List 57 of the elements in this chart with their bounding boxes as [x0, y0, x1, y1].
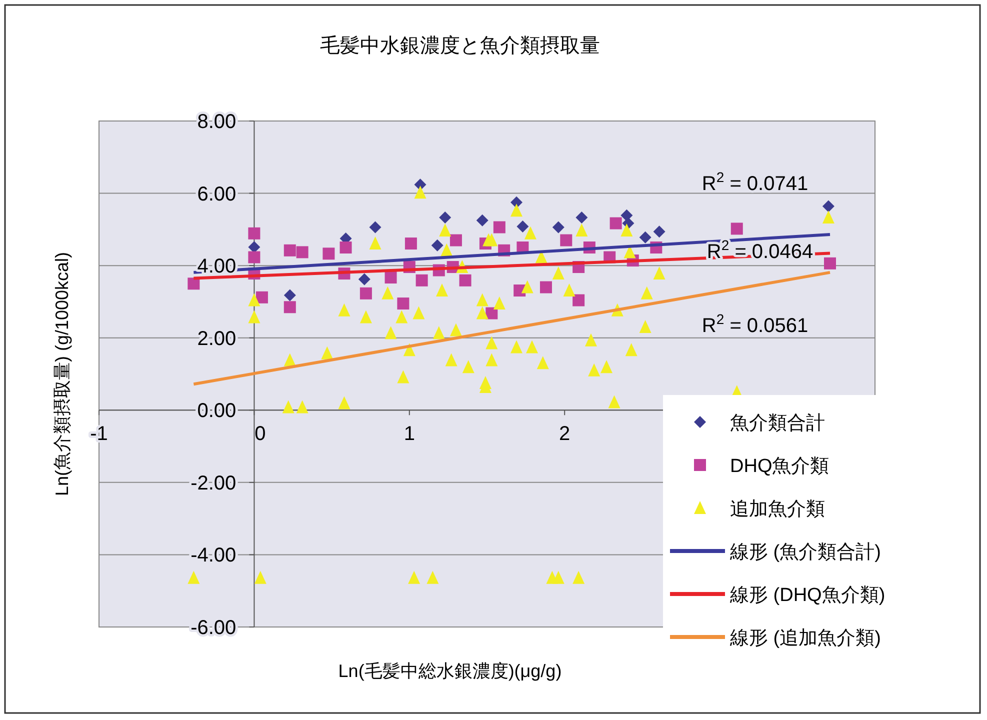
y-tick-label: -6.00	[190, 617, 236, 639]
y-tick-label: -4.00	[190, 544, 236, 567]
point	[431, 239, 444, 252]
point	[404, 238, 417, 250]
legend-label: 線形 (追加魚介類)	[729, 628, 881, 649]
legend-label: 線形 (魚介類合計)	[729, 542, 881, 563]
point	[493, 221, 506, 234]
point	[459, 274, 472, 286]
point	[360, 287, 372, 300]
point	[358, 273, 370, 286]
x-axis-title: Ln(毛髪中総水銀濃度)(μg/g)	[338, 661, 562, 681]
annotation: R$^{2}$ = 0.0741	[702, 169, 808, 195]
point	[439, 212, 452, 224]
point	[256, 291, 268, 304]
point	[576, 212, 588, 224]
point	[560, 234, 572, 246]
point	[284, 289, 296, 302]
point	[416, 274, 428, 286]
legend-label: 線形 (DHQ魚介類)	[729, 585, 886, 606]
point	[340, 242, 352, 254]
point	[248, 227, 260, 240]
x-tick-label: 2	[559, 423, 570, 446]
annotation: R$^{2}$ = 0.0561	[702, 311, 808, 337]
point	[822, 200, 834, 212]
point	[620, 209, 633, 222]
point	[322, 248, 335, 260]
point	[610, 217, 622, 230]
point	[730, 222, 743, 235]
point	[450, 234, 462, 246]
point	[296, 246, 308, 258]
y-tick-label: 8.00	[197, 111, 236, 133]
point	[639, 231, 652, 244]
point	[476, 214, 488, 226]
point	[384, 272, 397, 284]
y-tick-label: 6.00	[197, 183, 236, 206]
point	[572, 294, 585, 306]
x-tick-label: -1	[90, 423, 108, 446]
point	[248, 251, 260, 264]
legend-label: 魚介類合計	[730, 413, 825, 434]
point	[824, 257, 836, 270]
x-tick-label: 1	[404, 423, 415, 446]
y-tick-label: 2.00	[197, 328, 236, 350]
point	[540, 281, 552, 294]
legend-label: DHQ魚介類	[730, 456, 830, 477]
point	[188, 278, 200, 290]
point	[284, 301, 296, 314]
chart-title: 毛髪中水銀濃度と魚介類摂取量	[320, 35, 600, 57]
x-tick-label: 0	[254, 423, 266, 446]
point	[653, 226, 666, 238]
point	[284, 244, 296, 256]
point	[552, 221, 564, 234]
legend-label: 追加魚介類	[730, 499, 825, 520]
point	[369, 221, 382, 234]
y-axis-title: Ln(魚介類摂取量) (g/1000kcal)	[52, 252, 72, 496]
y-tick-label: -2.00	[190, 472, 236, 494]
point	[397, 298, 410, 310]
point	[516, 220, 529, 233]
